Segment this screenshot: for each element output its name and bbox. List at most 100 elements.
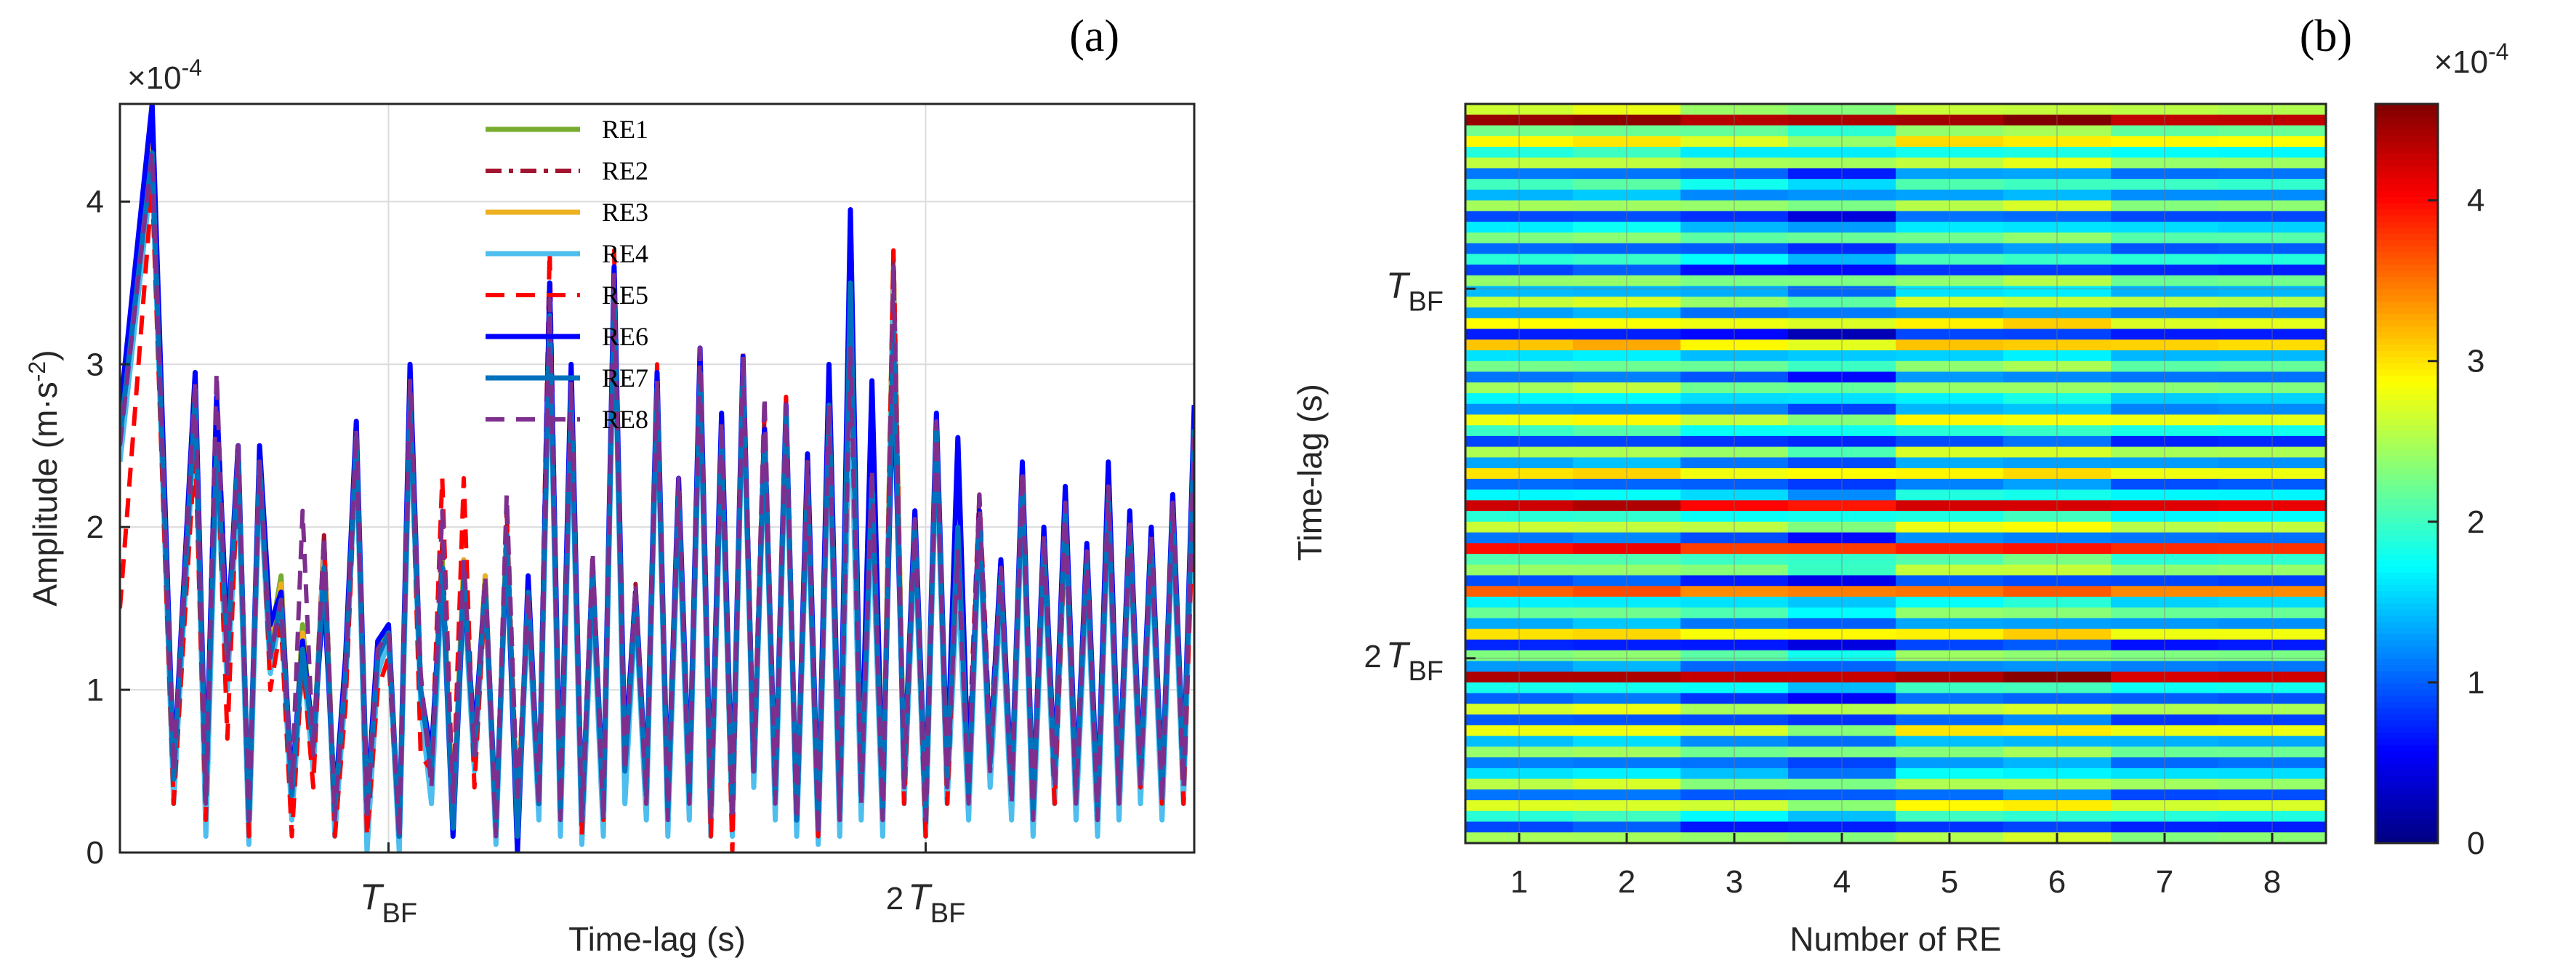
- panel-a: (a) 0 1 2 3 4 TBF 2 TBF ×10-4 Amplitude (m·s-2…: [24, 12, 1196, 958]
- heatmap-cell: [1573, 307, 1681, 319]
- colorbar-segment: [2375, 824, 2438, 831]
- heatmap-cell: [1681, 360, 1789, 373]
- heatmap-cell: [2003, 672, 2112, 683]
- heatmap-cell: [1573, 318, 1681, 330]
- heatmap-cell: [2003, 597, 2112, 608]
- heatmap-cell: [1465, 403, 1574, 416]
- heatmap-cell: [1573, 789, 1681, 801]
- heatmap-cell: [1681, 618, 1789, 630]
- heatmap-cell: [2003, 403, 2112, 416]
- legend-label-re4: RE4: [602, 239, 648, 268]
- heatmap-cell: [1788, 532, 1896, 544]
- heatmap-cell: [2111, 778, 2219, 791]
- heatmap-cell: [1465, 661, 1574, 672]
- heatmap-cell: [1465, 650, 1574, 662]
- heatmap-cell: [2111, 532, 2219, 544]
- heatmap-cell: [1573, 104, 1681, 116]
- colorbar-segment: [2375, 443, 2438, 450]
- legend-label-re2: RE2: [602, 156, 648, 185]
- heatmap-cell: [1681, 810, 1789, 823]
- heatmap-cell: [1573, 639, 1681, 651]
- heatmap-cell: [1788, 286, 1896, 298]
- colorbar-segment: [2375, 523, 2438, 530]
- colorbar-segment: [2375, 282, 2438, 290]
- heatmap-cell: [1573, 392, 1681, 405]
- heatmap-cell: [1465, 478, 1574, 491]
- heatmap-cell: [1465, 757, 1574, 769]
- colorbar-segment: [2375, 177, 2438, 185]
- heatmap-cell: [1896, 714, 2004, 726]
- heatmap-cell: [2003, 200, 2112, 212]
- heatmap-cell: [1896, 586, 2004, 597]
- panel-a-axes-box: [118, 102, 1196, 854]
- heatmap-cell: [2218, 778, 2327, 791]
- heatmap-cell: [2218, 704, 2327, 715]
- heatmap-cell: [2003, 136, 2112, 148]
- heatmap-cell: [1681, 297, 1789, 308]
- heatmap-cell: [2003, 800, 2112, 812]
- heatmap-cell: [1681, 704, 1789, 715]
- heatmap-cell: [2111, 414, 2219, 426]
- heatmap-cell: [2111, 392, 2219, 405]
- heatmap-cell: [1896, 243, 2004, 255]
- colorbar-segment: [2375, 424, 2438, 431]
- heatmap-cell: [1788, 297, 1896, 308]
- heatmap-cell: [2003, 114, 2112, 126]
- panel-a-legend: RE1 RE2 RE3 RE4 RE5 RE6 RE7 RE8: [486, 115, 648, 434]
- heatmap-cell: [1465, 500, 1574, 512]
- heatmap-cell: [2111, 114, 2219, 126]
- heatmap-cell: [2218, 489, 2327, 501]
- heatmap-cell: [1788, 725, 1896, 737]
- heatmap-cell: [2218, 200, 2327, 212]
- panel-a-x-tick-label: 2 TBF: [886, 877, 966, 929]
- colorbar-segment: [2375, 294, 2438, 302]
- colorbar-segment: [2375, 406, 2438, 413]
- heatmap-cell: [2003, 468, 2112, 480]
- heatmap-cell: [1896, 200, 2004, 212]
- heatmap-cell: [2218, 243, 2327, 255]
- heatmap-cell: [2218, 736, 2327, 748]
- heatmap-cell: [1681, 457, 1789, 469]
- heatmap-cell: [1788, 554, 1896, 565]
- heatmap-cell: [2003, 639, 2112, 651]
- heatmap-cell: [2111, 597, 2219, 608]
- heatmap-cell: [2003, 329, 2112, 341]
- panel-b-y-ticks: TBF 2 TBF: [1364, 265, 1476, 687]
- heatmap-cell: [2218, 757, 2327, 769]
- heatmap-cell: [2111, 607, 2219, 619]
- heatmap-cell: [2003, 693, 2112, 705]
- heatmap-cell: [2111, 125, 2219, 137]
- heatmap-cell: [2111, 810, 2219, 823]
- heatmap-cell: [1465, 114, 1574, 126]
- colorbar-segment: [2375, 147, 2438, 154]
- heatmap-cell: [1681, 157, 1789, 169]
- colorbar-segment: [2375, 732, 2438, 739]
- colorbar-segment: [2375, 140, 2438, 148]
- heatmap-cell: [1788, 800, 1896, 812]
- heatmap-cell: [1896, 211, 2004, 222]
- heatmap-cell: [2003, 489, 2112, 501]
- colorbar-segment: [2375, 658, 2438, 666]
- heatmap-cell: [1573, 607, 1681, 619]
- heatmap-cell: [1465, 104, 1574, 116]
- colorbar-segment: [2375, 153, 2438, 161]
- heatmap-cell: [1465, 275, 1574, 287]
- heatmap-cell: [1788, 704, 1896, 715]
- heatmap-cell: [2003, 211, 2112, 222]
- heatmap-cell: [1465, 543, 1574, 555]
- heatmap-cell: [1788, 382, 1896, 394]
- heatmap-cell: [2111, 457, 2219, 469]
- colorbar-segment: [2375, 670, 2438, 677]
- heatmap-cell: [2111, 746, 2219, 758]
- heatmap-cell: [2218, 457, 2327, 469]
- heatmap-cell: [2218, 146, 2327, 158]
- heatmap-cell: [2111, 543, 2219, 555]
- colorbar-segment: [2375, 104, 2438, 111]
- colorbar-segment: [2375, 714, 2438, 721]
- colorbar-segment: [2375, 411, 2438, 419]
- heatmap-cell: [2111, 350, 2219, 362]
- colorbar-segment: [2375, 399, 2438, 407]
- heatmap-cell: [1681, 575, 1789, 587]
- heatmap-cell: [2003, 500, 2112, 512]
- heatmap-cell: [2003, 339, 2112, 351]
